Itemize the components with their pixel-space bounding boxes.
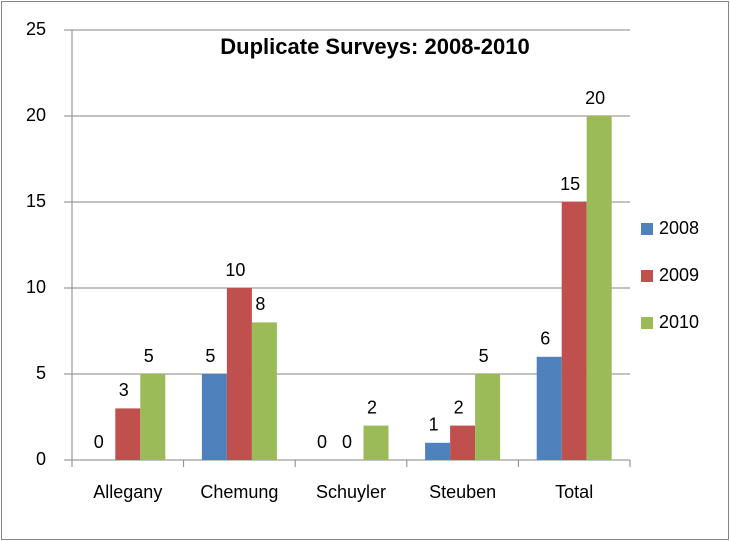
bar [226, 288, 252, 460]
bar [475, 374, 501, 460]
legend-swatch [641, 270, 653, 282]
data-label: 2 [367, 397, 377, 417]
x-tick-label: Chemung [200, 482, 278, 502]
data-label: 5 [479, 346, 489, 366]
x-tick-label: Total [555, 482, 593, 502]
data-label: 5 [205, 346, 215, 366]
y-tick-label: 20 [26, 105, 46, 125]
bar [115, 408, 141, 460]
chart-title: Duplicate Surveys: 2008-2010 [220, 34, 529, 59]
legend-label: 2008 [659, 218, 699, 238]
bar [536, 356, 562, 460]
data-label: 1 [429, 415, 439, 435]
data-label: 10 [225, 260, 245, 280]
data-label: 0 [342, 432, 352, 452]
bar [450, 425, 476, 460]
legend-label: 2010 [659, 312, 699, 332]
x-tick-label: Schuyler [316, 482, 386, 502]
data-label: 2 [454, 397, 464, 417]
data-label: 20 [585, 88, 605, 108]
y-tick-label: 5 [36, 363, 46, 383]
data-label: 0 [317, 432, 327, 452]
bar [425, 442, 451, 460]
data-label: 6 [540, 329, 550, 349]
x-tick-label: Steuben [429, 482, 496, 502]
data-label: 3 [119, 380, 129, 400]
legend-swatch [641, 317, 653, 329]
data-label: 15 [560, 174, 580, 194]
bar [251, 322, 277, 460]
data-label: 8 [255, 294, 265, 314]
legend-label: 2009 [659, 265, 699, 285]
bar [201, 374, 227, 460]
y-tick-label: 15 [26, 191, 46, 211]
bar [363, 425, 389, 460]
data-label: 0 [94, 432, 104, 452]
y-tick-label: 0 [36, 449, 46, 469]
legend-swatch [641, 223, 653, 235]
y-tick-label: 25 [26, 19, 46, 39]
x-tick-label: Allegany [93, 482, 162, 502]
data-label: 5 [144, 346, 154, 366]
bar [586, 116, 612, 460]
bar [140, 374, 166, 460]
bar [561, 202, 587, 460]
y-tick-label: 10 [26, 277, 46, 297]
